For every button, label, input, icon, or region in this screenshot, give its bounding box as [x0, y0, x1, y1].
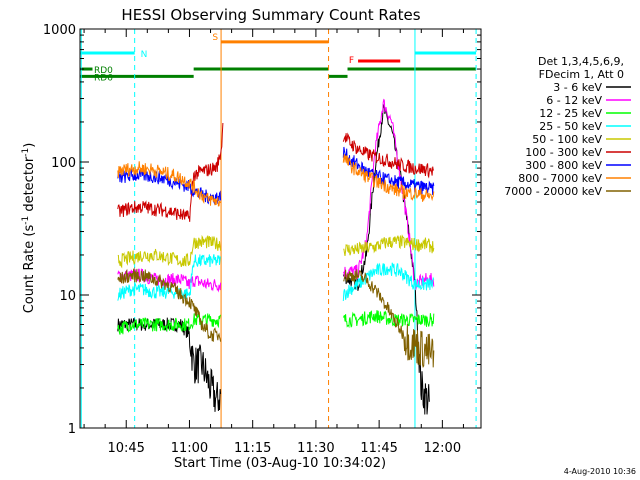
y-axis-ticks: 1 10 100 1000 — [43, 23, 481, 437]
flag-label-rd6: RD6 — [94, 73, 113, 83]
x-tick-label: 11:45 — [360, 441, 397, 456]
flag-label-rd0: RD0 — [94, 66, 113, 76]
x-axis-ticks: 10:45 11:00 11:15 11:30 11:45 12:00 — [83, 29, 464, 456]
chart-title: HESSI Observing Summary Count Rates — [121, 6, 420, 24]
series-line-300-800-kev — [117, 167, 222, 206]
legend-entry-label: 3 - 6 keV — [553, 81, 602, 94]
plot-frame — [79, 28, 482, 429]
flag-label-f: F — [349, 56, 354, 66]
y-tick-label: 100 — [51, 156, 76, 171]
series-line-25-50-kev — [342, 262, 435, 302]
x-tick-label: 10:45 — [107, 441, 144, 456]
y-tick-label: 10 — [59, 289, 76, 304]
series-line-12-25-kev — [342, 310, 435, 329]
vertical-markers — [80, 29, 477, 428]
y-axis-label-main: Count Rate (s — [22, 225, 37, 314]
y-axis-label: Count Rate (s-1 detector-1) — [21, 143, 37, 314]
series-line-7000-20000-kev — [343, 269, 435, 369]
series-line-7000-20000-kev — [117, 266, 222, 342]
y-tick-label: 1000 — [43, 23, 76, 38]
x-tick-label: 12:00 — [424, 441, 461, 456]
y-axis-label-end: ) — [22, 143, 37, 148]
x-tick-label: 11:15 — [234, 441, 271, 456]
flag-label-s: S — [212, 33, 218, 43]
series-line-100-300-kev — [117, 122, 224, 222]
series-line-50-100-kev — [117, 234, 222, 269]
x-axis-label: Start Time (03-Aug-10 10:34:02) — [174, 456, 386, 471]
y-tick-label: 1 — [68, 422, 76, 437]
legend-entry-label: 300 - 800 keV — [525, 159, 602, 172]
legend-entry-label: 100 - 300 keV — [525, 146, 602, 159]
legend-header: FDecim 1, Att 0 — [539, 68, 624, 81]
data-series — [117, 98, 435, 415]
legend-entry-label: 6 - 12 keV — [546, 94, 602, 107]
legend: Det 1,3,4,5,6,9,FDecim 1, Att 03 - 6 keV… — [504, 55, 631, 198]
y-axis-label-middle: detector — [22, 156, 37, 216]
y-axis-label-exponent-2: -1 — [21, 148, 31, 157]
legend-entry-label: 50 - 100 keV — [532, 133, 602, 146]
flag-label-n: N — [141, 50, 148, 60]
legend-header: Det 1,3,4,5,6,9, — [538, 55, 624, 68]
series-line-6-12-kev — [117, 267, 222, 293]
x-tick-label: 11:30 — [297, 441, 334, 456]
y-axis-label-exponent-1: -1 — [21, 216, 31, 225]
series-line-800-7000-kev — [117, 161, 222, 207]
legend-entry-label: 800 - 7000 keV — [518, 172, 602, 185]
series-line-100-300-kev — [342, 132, 435, 179]
series-line-300-800-kev — [342, 146, 435, 196]
series-line-800-7000-kev — [342, 154, 435, 202]
legend-entry-label: 7000 - 20000 keV — [504, 185, 602, 198]
legend-entry-label: 25 - 50 keV — [539, 120, 602, 133]
plot-timestamp: 4-Aug-2010 10:36 — [564, 467, 636, 476]
series-line-12-25-kev — [117, 313, 222, 335]
legend-entry-label: 12 - 25 keV — [539, 107, 602, 120]
x-tick-label: 11:00 — [171, 441, 208, 456]
series-line-50-100-kev — [343, 234, 435, 256]
